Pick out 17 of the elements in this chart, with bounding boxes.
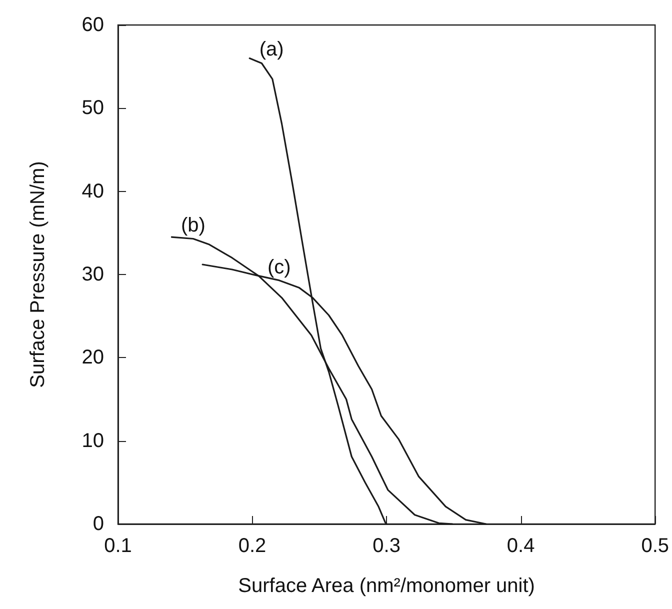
y-tick-label: 40 xyxy=(82,180,104,202)
x-tick-label: 0.4 xyxy=(506,535,535,557)
y-tick-label: 30 xyxy=(82,264,104,286)
y-axis-title: Surface Pressure (mN/m) xyxy=(27,161,49,388)
x-tick-label: 0.5 xyxy=(641,535,670,557)
x-axis-title: Surface Area (nm²/monomer unit) xyxy=(238,575,535,597)
series-label: (b) xyxy=(180,214,206,237)
y-tick-label: 50 xyxy=(82,97,104,120)
x-tick-label: 0.3 xyxy=(372,535,400,557)
y-tick-label: 20 xyxy=(82,346,104,369)
y-tick-label: 60 xyxy=(82,14,104,36)
x-tick-label: 0.1 xyxy=(104,535,132,557)
x-tick-label: 0.2 xyxy=(238,535,266,557)
y-tick-label: 10 xyxy=(82,430,104,452)
y-tick-label: 0 xyxy=(92,513,104,535)
series-label: (a) xyxy=(259,38,284,60)
series-label: (c) xyxy=(267,256,291,278)
